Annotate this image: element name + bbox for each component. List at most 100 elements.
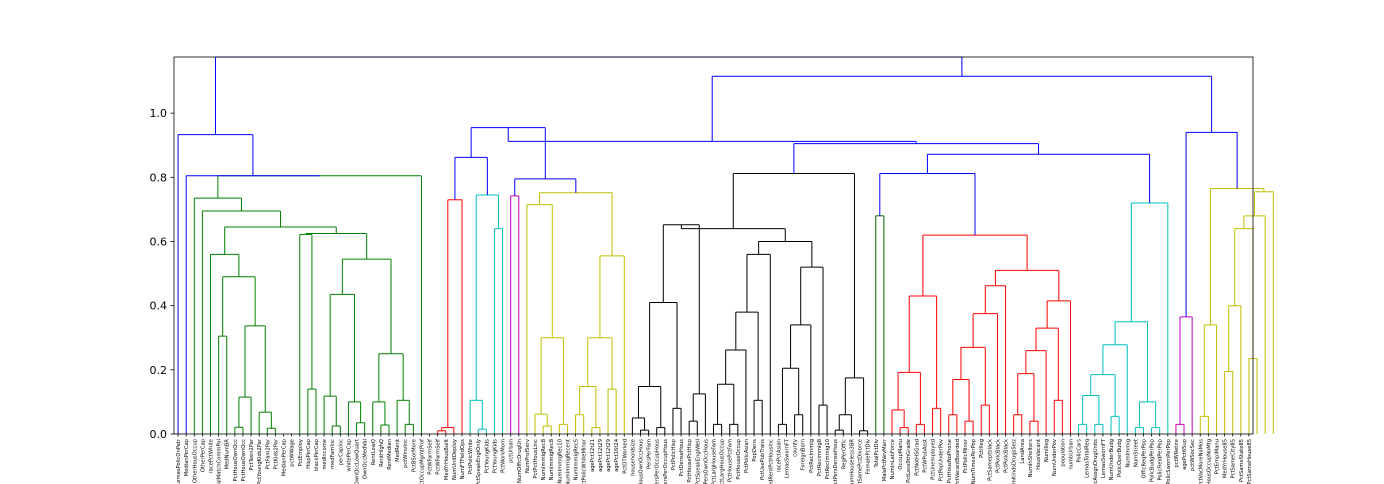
- x-tick-label: MedRent: [395, 439, 401, 462]
- x-tick-label: NumImmig: [1125, 439, 1131, 468]
- x-tick-label: householdsize: [630, 439, 636, 476]
- x-tick-label: PctNotHSGrad: [914, 439, 920, 476]
- x-tick-label: NumImmigRec10: [557, 439, 563, 484]
- x-tick-label: PctUsePubTrans: [760, 439, 766, 480]
- x-tick-label: PctRecImmig10: [825, 439, 831, 479]
- x-tick-label: PctPersOwnOccHous: [703, 439, 709, 484]
- x-tick-label: NumInShelters: [1028, 439, 1034, 478]
- x-tick-label: NumIlleg: [1044, 439, 1050, 462]
- x-tick-label: PctPctHousLinc: [533, 439, 539, 479]
- x-tick-label: whitePerCap: [346, 438, 352, 471]
- y-tick-label: 0.4: [150, 300, 168, 313]
- x-tick-label: LemasSwornFT: [1101, 438, 1107, 478]
- x-tick-label: PctWFarmSelf: [428, 439, 434, 475]
- y-tick-label: 0.8: [150, 171, 168, 184]
- x-tick-label: PctIlleg: [979, 439, 985, 458]
- x-tick-label: MedYrHouse85: [1223, 439, 1229, 478]
- x-tick-label: NumImmigRec5: [574, 439, 580, 480]
- x-tick-label: LandArea: [1020, 439, 1026, 464]
- x-tick-label: NumInLabForce: [890, 439, 896, 479]
- x-tick-label: pctWInvInc: [403, 439, 409, 468]
- x-tick-label: RentHighQ: [379, 439, 385, 467]
- x-tick-label: NumUnderPov: [1052, 439, 1058, 476]
- x-tick-label: PctPopUnderPov: [939, 439, 945, 481]
- x-tick-label: racePctAsian: [776, 439, 782, 473]
- x-tick-label: NumOfficDrugUn: [517, 439, 523, 483]
- x-tick-label: PolicSwornPerPop: [1166, 438, 1172, 484]
- x-tick-label: PctVacantBoarded: [955, 439, 961, 484]
- x-tick-label: PctWorkMom: [501, 439, 507, 473]
- x-tick-label: PctRecImmig: [809, 439, 815, 473]
- x-tick-label: PctPolicWhite: [468, 439, 474, 474]
- y-tick-label: 0.0: [150, 428, 168, 441]
- x-tick-label: TotalPctDiv: [874, 439, 880, 469]
- x-tick-label: PctPolicAsian: [744, 439, 750, 473]
- x-tick-label: county: [793, 439, 799, 457]
- x-tick-label: PopDens: [752, 439, 758, 462]
- x-tick-label: PctKids2Par: [273, 438, 279, 469]
- x-tick-label: PolicCars: [1077, 439, 1083, 463]
- x-tick-label: PctHousNoPhone: [947, 439, 953, 483]
- x-tick-label: OtherHousOccup: [192, 438, 198, 483]
- x-tick-label: NumHouseless3BR: [849, 439, 855, 484]
- x-tick-label: PolicOperBudg: [1117, 439, 1123, 477]
- x-tick-label: PctWFarmSelf: [436, 439, 442, 475]
- x-tick-label: RentLowQ: [371, 439, 377, 465]
- x-tick-label: numbUrban: [1068, 439, 1074, 470]
- x-tick-label: RegPerOffic: [841, 439, 847, 469]
- x-tick-label: NumUnitDeploy: [452, 439, 458, 480]
- x-tick-label: PctHouseOccup: [736, 438, 742, 479]
- x-tick-label: PctHousOccupNoMtg: [1206, 439, 1212, 484]
- x-tick-label: FemalePctDiv: [866, 439, 872, 474]
- x-tick-label: PctSameptblack: [987, 439, 993, 481]
- x-tick-label: PctEmplManu: [1214, 439, 1220, 474]
- x-tick-label: PctSamePctDivorce: [858, 439, 864, 484]
- x-tick-label: PctRecImmig8: [817, 439, 823, 476]
- x-tick-label: NumFTFieldOps: [460, 439, 466, 480]
- x-tick-label: medFamInc: [330, 439, 336, 469]
- x-tick-label: NumImmigRecent: [565, 439, 571, 484]
- x-tick-label: agePct65up: [1182, 438, 1188, 470]
- x-tick-label: agePct12t21: [590, 439, 596, 472]
- x-tick-label: perCapInc: [338, 439, 344, 466]
- x-tick-label: pctUrban: [509, 439, 515, 463]
- x-tick-label: PctTeen2Par: [249, 438, 255, 470]
- x-tick-label: OtherPerCap: [200, 438, 206, 472]
- x-tick-label: NumUnderBudg: [1109, 439, 1115, 480]
- x-tick-label: PctPersDenseHous: [833, 439, 839, 484]
- x-tick-label: PctSameHouse85: [1247, 439, 1253, 484]
- x-tick-label: OwnOccLowQuart: [355, 439, 361, 484]
- x-tick-label: RentMedian: [387, 439, 393, 470]
- x-tick-label: PctEmploy: [298, 439, 304, 466]
- x-tick-label: NumProfServ: [525, 439, 531, 473]
- x-tick-label: medIncome: [322, 439, 328, 470]
- x-tick-label: PctOTWorked: [622, 439, 628, 474]
- x-tick-label: PctPolicHisp: [671, 438, 677, 470]
- x-tick-label: pctWSocSec: [1190, 439, 1196, 471]
- y-tick-label: 0.6: [150, 235, 168, 248]
- x-tick-label: MedRentPctHousInc: [768, 439, 774, 484]
- x-tick-label: agePct12t29: [606, 439, 612, 472]
- x-tick-label: PctHousePctHisp: [687, 438, 693, 482]
- x-tick-label: PctBSorMore: [411, 439, 417, 472]
- x-tick-label: RacialMatchCommPol: [217, 439, 223, 484]
- x-tick-label: PctSpeakEnglOnly: [476, 439, 482, 484]
- x-tick-label: ForeignBorn: [801, 439, 807, 470]
- x-tick-label: HousVacant: [1036, 439, 1042, 470]
- x-tick-label: PctPolicMinor: [963, 438, 969, 473]
- x-tick-label: PctWPubAsst: [922, 439, 928, 473]
- x-tick-label: PersPerOccupHous: [655, 439, 661, 484]
- x-tick-label: OccupManu: [898, 439, 904, 470]
- x-tick-label: PctHousePctFam: [728, 439, 734, 482]
- x-tick-label: PctYoungKids: [492, 439, 498, 474]
- x-tick-label: NumTimesPerPop: [971, 438, 977, 484]
- x-tick-label: racePctWhite: [209, 439, 215, 473]
- x-tick-label: PctHousOwnOcc: [241, 439, 247, 482]
- x-tick-label: PctLess9thGrade: [906, 439, 912, 483]
- x-tick-label: LemasTotalReq: [1085, 439, 1091, 478]
- dendrogram-links: [177, 56, 1274, 434]
- x-tick-label: PctHousOwnOcc: [233, 439, 239, 482]
- x-tick-label: PctPolicBlack: [995, 439, 1001, 473]
